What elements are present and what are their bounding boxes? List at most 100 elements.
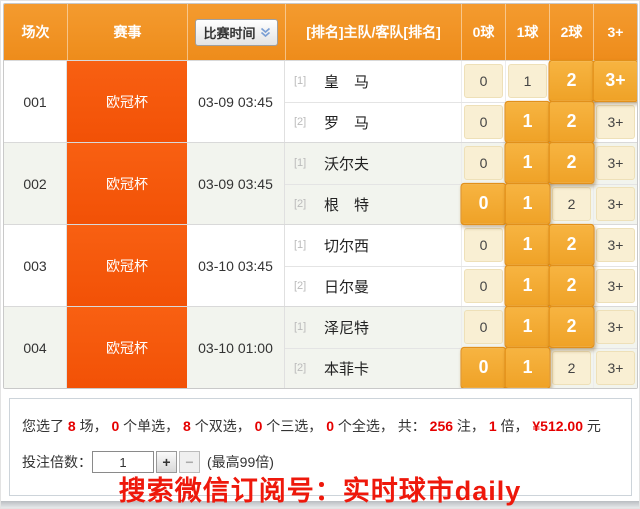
goal-option-1[interactable]: 1 xyxy=(504,347,551,388)
match-time: 03-10 03:45 xyxy=(187,225,285,306)
match-row-003: 003 欧冠杯 03-10 03:45 [1] 切尔西 0 1 2 3+ [2] 日… xyxy=(4,224,637,308)
goal-option-1[interactable]: 1 xyxy=(504,306,551,349)
selected-matches-count: 8 xyxy=(67,418,76,434)
multiplier-value: 1 xyxy=(488,418,497,434)
goal-option-3plus[interactable]: 3+ xyxy=(596,351,635,386)
goal-option-0[interactable]: 0 xyxy=(464,228,503,263)
team-name: 皇 马 xyxy=(324,73,370,91)
team-rank: [1] xyxy=(294,157,307,170)
summary-text: 您选了 8 场， 0 个单选， 8 个双选， 0 个三选， 0 个全选， 共： … xyxy=(22,418,601,434)
team-rank: [2] xyxy=(294,198,307,211)
goal-option-1[interactable]: 1 xyxy=(504,101,551,144)
header-event: 赛事 xyxy=(67,4,187,60)
team-name: 切尔西 xyxy=(324,237,370,255)
max-multiplier-hint: (最高99倍) xyxy=(207,454,274,470)
team-rank: [2] xyxy=(294,362,307,375)
goal-option-1[interactable]: 1 xyxy=(508,64,547,99)
team-name: 日尔曼 xyxy=(324,278,370,296)
goal-option-2[interactable]: 2 xyxy=(552,351,591,386)
goal-option-3plus[interactable]: 3+ xyxy=(592,60,637,103)
team-name: 泽尼特 xyxy=(324,319,370,337)
single-pick-count: 0 xyxy=(111,418,120,434)
goal-option-0[interactable]: 0 xyxy=(464,64,503,99)
bet-multiplier-input[interactable] xyxy=(92,451,154,473)
total-amount: ¥512.00 xyxy=(532,418,583,434)
goal-option-3plus[interactable]: 3+ xyxy=(596,105,635,140)
event-badge: 欧冠杯 xyxy=(67,61,187,142)
all-pick-count: 0 xyxy=(326,418,334,434)
team-row: [2] 日尔曼 0 1 2 3+ xyxy=(285,265,637,308)
goal-option-2[interactable]: 2 xyxy=(548,224,595,267)
goal-option-0[interactable]: 0 xyxy=(464,269,503,304)
header-goal-1: 1球 xyxy=(505,4,549,60)
decrease-multiplier-button[interactable]: − xyxy=(179,451,200,473)
event-badge: 欧冠杯 xyxy=(67,307,187,388)
goal-option-3plus[interactable]: 3+ xyxy=(596,310,635,345)
match-time: 03-09 03:45 xyxy=(187,61,285,142)
goal-option-0[interactable]: 0 xyxy=(460,347,507,388)
event-badge: 欧冠杯 xyxy=(67,143,187,224)
goal-option-0[interactable]: 0 xyxy=(460,183,507,226)
team-row: [1] 皇 马 0 1 2 3+ xyxy=(285,60,637,103)
goal-option-0[interactable]: 0 xyxy=(464,310,503,345)
sort-by-time-label: 比赛时间 xyxy=(203,25,256,41)
event-badge: 欧冠杯 xyxy=(67,225,187,306)
header-goal-3: 3+ xyxy=(593,4,637,60)
team-rank: [2] xyxy=(294,116,307,129)
team-name: 根 特 xyxy=(324,196,370,214)
increase-multiplier-button[interactable]: + xyxy=(156,451,177,473)
goal-option-2[interactable]: 2 xyxy=(548,265,595,308)
goal-option-2[interactable]: 2 xyxy=(548,142,595,185)
team-row: [1] 切尔西 0 1 2 3+ xyxy=(285,224,637,267)
team-name: 沃尔夫 xyxy=(324,155,370,173)
event-cell: 欧冠杯 xyxy=(67,143,187,224)
goal-option-3plus[interactable]: 3+ xyxy=(596,187,635,222)
goal-option-2[interactable]: 2 xyxy=(548,306,595,349)
match-number: 002 xyxy=(4,143,67,224)
team-rank: [1] xyxy=(294,239,307,252)
team-row: [1] 沃尔夫 0 1 2 3+ xyxy=(285,142,637,185)
match-row-004: 004 欧冠杯 03-10 01:00 [1] 泽尼特 0 1 2 3+ [2] 本… xyxy=(4,306,637,388)
goal-option-1[interactable]: 1 xyxy=(504,265,551,308)
header-time: 比赛时间 xyxy=(187,4,285,60)
bet-summary-panel: 您选了 8 场， 0 个单选， 8 个双选， 0 个三选， 0 个全选， 共： … xyxy=(9,398,632,496)
goal-option-0[interactable]: 0 xyxy=(464,146,503,181)
event-cell: 欧冠杯 xyxy=(67,307,187,388)
goal-option-2[interactable]: 2 xyxy=(548,60,595,103)
bottom-divider xyxy=(1,501,639,508)
goal-option-3plus[interactable]: 3+ xyxy=(596,228,635,263)
header-match-no: 场次 xyxy=(21,24,50,40)
wechat-promo-text: 搜索微信订阅号：实时球市daily xyxy=(118,476,522,507)
goal-option-3plus[interactable]: 3+ xyxy=(596,269,635,304)
goal-option-1[interactable]: 1 xyxy=(504,142,551,185)
header-teams: [排名]主队/客队[排名] xyxy=(285,4,461,60)
goal-option-2[interactable]: 2 xyxy=(548,101,595,144)
match-number: 004 xyxy=(4,307,67,388)
double-pick-count: 8 xyxy=(183,418,191,434)
goal-option-1[interactable]: 1 xyxy=(504,183,551,226)
triple-pick-count: 0 xyxy=(254,418,263,434)
goal-option-3plus[interactable]: 3+ xyxy=(596,146,635,181)
match-number: 001 xyxy=(4,61,67,142)
bet-multiplier-label: 投注倍数： xyxy=(22,454,92,470)
header-goal-2: 2球 xyxy=(549,4,593,60)
team-rank: [2] xyxy=(294,280,307,293)
goal-option-2[interactable]: 2 xyxy=(552,187,591,222)
goal-option-0[interactable]: 0 xyxy=(464,105,503,140)
goal-option-1[interactable]: 1 xyxy=(504,224,551,267)
team-row: [2] 根 特 0 1 2 3+ xyxy=(285,183,637,226)
team-name: 罗 马 xyxy=(324,114,370,132)
match-row-002: 002 欧冠杯 03-09 03:45 [1] 沃尔夫 0 1 2 3+ [2] 根… xyxy=(4,142,637,226)
team-row: [2] 本菲卡 0 1 2 3+ xyxy=(285,347,637,388)
team-name: 本菲卡 xyxy=(324,360,370,378)
sort-by-time-button[interactable]: 比赛时间 xyxy=(195,18,278,46)
total-bets-count: 256 xyxy=(429,418,454,434)
team-rank: [1] xyxy=(294,321,307,334)
bet-multiplier-row: 投注倍数： + − (最高99倍) xyxy=(22,451,631,473)
odds-table: 场次 赛事 比赛时间 [排名]主队/客队[排名] 0球 1球 2球 3+ 001… xyxy=(3,3,638,389)
team-rank: [1] xyxy=(294,75,307,88)
chevron-down-double-icon xyxy=(260,27,270,37)
team-row: [2] 罗 马 0 1 2 3+ xyxy=(285,101,637,144)
event-cell: 欧冠杯 xyxy=(67,225,187,306)
